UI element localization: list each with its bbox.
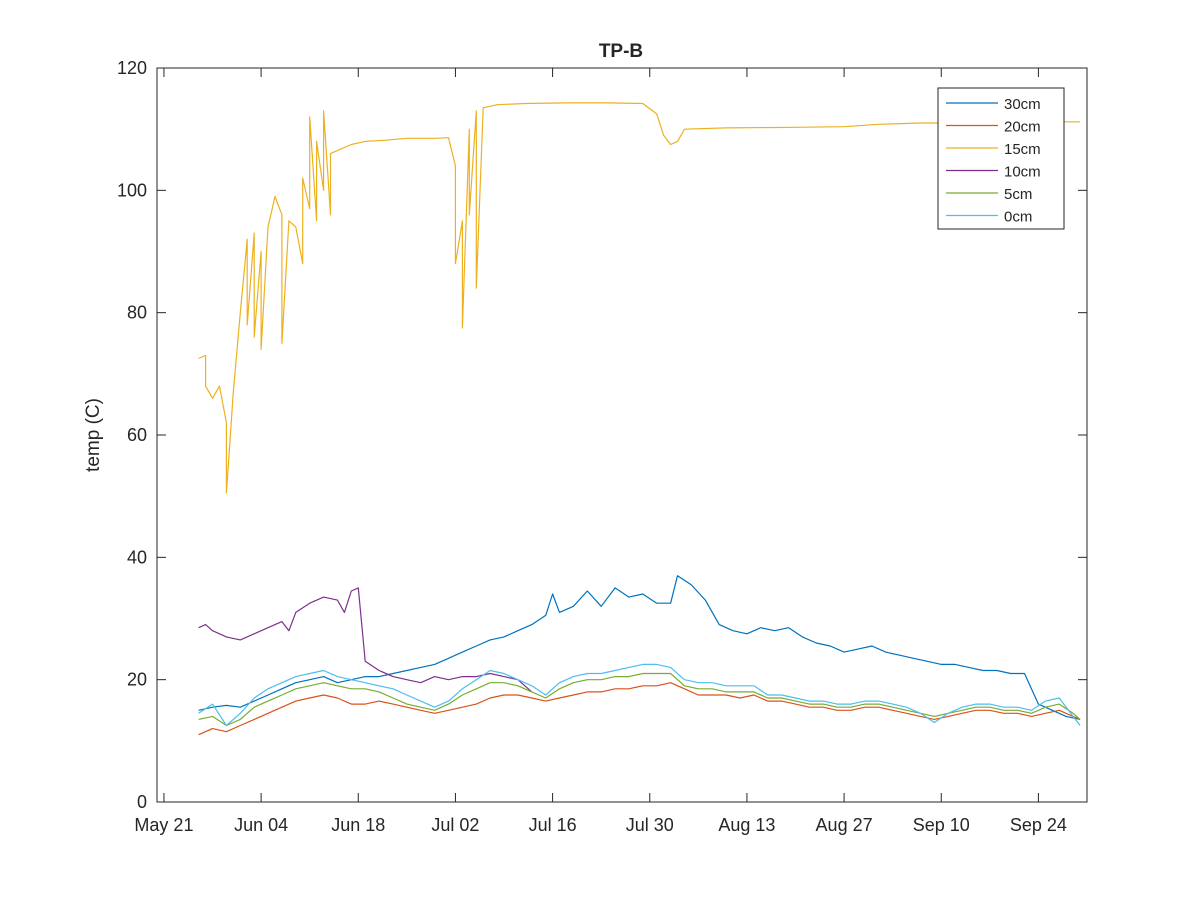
series-line-30cm — [198, 575, 1081, 720]
legend-label: 15cm — [1004, 141, 1041, 158]
series-line-5cm — [198, 672, 1081, 727]
legend-label: 30cm — [1004, 96, 1041, 113]
x-tick-label: Jul 02 — [431, 815, 479, 835]
x-tick-label: May 21 — [134, 815, 193, 835]
y-axis-label: temp (C) — [83, 398, 104, 472]
y-tick-label: 80 — [127, 303, 147, 323]
series-line-20cm — [198, 682, 1081, 736]
x-tick-label: Jun 18 — [331, 815, 385, 835]
y-tick-label: 100 — [117, 180, 147, 200]
x-tick-label: Sep 10 — [913, 815, 970, 835]
legend: 30cm 20cm 15cm 10cm 5cm 0cm — [937, 87, 1065, 230]
legend-label: 0cm — [1004, 209, 1032, 226]
series-line-0cm — [198, 663, 1081, 727]
series-line-15cm — [198, 102, 1081, 494]
x-tick-label: Jun 04 — [234, 815, 288, 835]
legend-label: 5cm — [1004, 186, 1032, 203]
x-tick-label: Aug 27 — [816, 815, 873, 835]
y-tick-label: 120 — [117, 58, 147, 78]
x-tick-label: Jul 16 — [529, 815, 577, 835]
legend-label: 10cm — [1004, 164, 1041, 181]
legend-label: 20cm — [1004, 119, 1041, 136]
y-tick-label: 20 — [127, 670, 147, 690]
y-tick-label: 40 — [127, 547, 147, 567]
x-tick-label: Aug 13 — [718, 815, 775, 835]
axis-ticks: May 21 Jun 04 Jun 18 Jul 02 Jul 16 Jul 30 Aug … — [117, 58, 1087, 835]
chart-title: TP-B — [599, 41, 643, 62]
x-tick-label: Sep 24 — [1010, 815, 1067, 835]
x-tick-label: Jul 30 — [626, 815, 674, 835]
legend-box — [937, 87, 1065, 230]
series-line-10cm — [198, 587, 533, 693]
y-tick-label: 0 — [137, 792, 147, 812]
y-tick-label: 60 — [127, 425, 147, 445]
series-layer — [198, 102, 1081, 736]
